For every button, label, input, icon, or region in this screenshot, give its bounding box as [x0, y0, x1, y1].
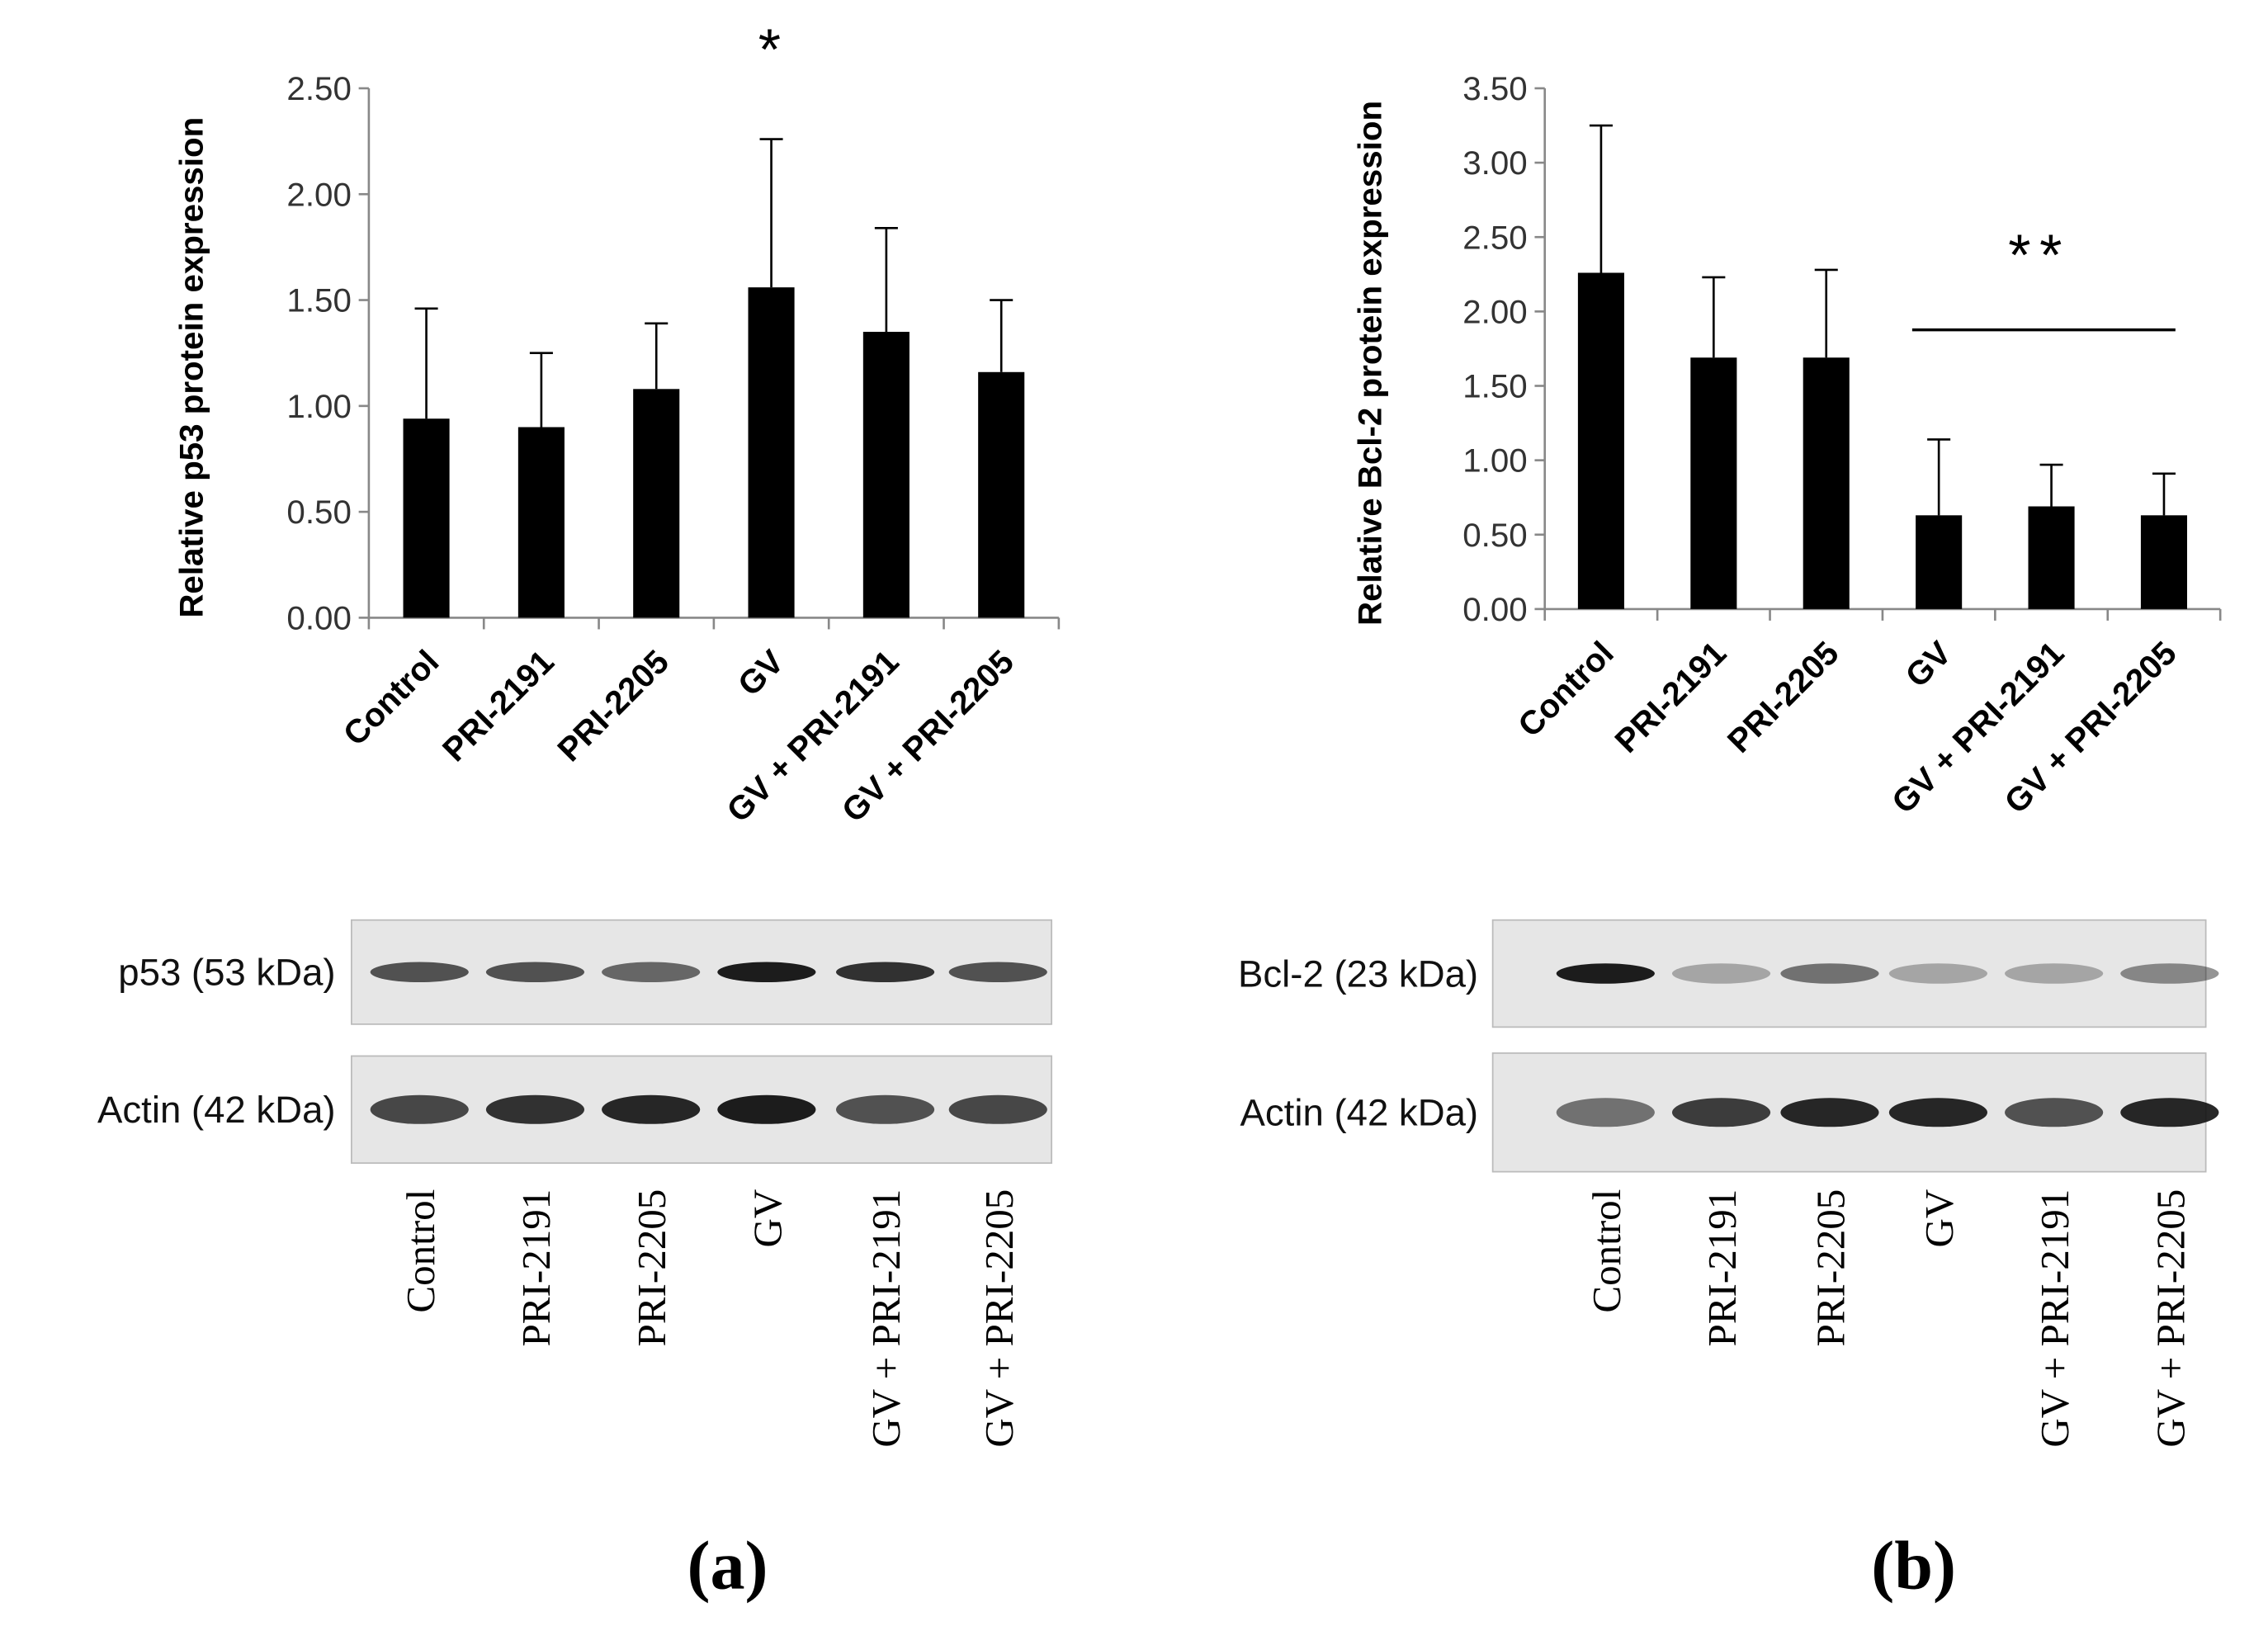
x-tick-label: GV	[1898, 634, 1959, 694]
blot-band	[1556, 963, 1655, 984]
blot-band	[1780, 963, 1879, 984]
y-tick-label: 2.00	[1462, 293, 1527, 330]
lane-label: GV	[744, 1189, 790, 1248]
blot-band	[485, 962, 585, 983]
x-tick-label: Control	[1511, 635, 1621, 744]
error-bar	[1814, 268, 1838, 358]
y-tick-label: 0.50	[1462, 517, 1527, 554]
x-tick-label: PRI-2205	[550, 643, 676, 768]
blot-band	[2005, 963, 2104, 984]
blot-band	[717, 962, 816, 983]
lane-label: GV + PRI-2191	[2032, 1189, 2077, 1448]
y-tick-label: 1.00	[286, 388, 351, 425]
error-bar	[874, 226, 898, 333]
y-tick-label: 3.50	[1462, 70, 1527, 107]
lane-label: PRI-2205	[1808, 1189, 1854, 1347]
bar	[748, 287, 795, 618]
y-axis-label: Relative p53 protein expression	[172, 117, 210, 618]
y-tick-label: 1.00	[1462, 442, 1527, 480]
blot-band	[835, 962, 935, 983]
blot-band	[602, 962, 701, 983]
lane-label: PRI-2191	[513, 1189, 559, 1347]
bar	[1916, 515, 1963, 609]
y-tick-label: 2.50	[286, 70, 351, 107]
blot-label: Bcl-2 (23 kDa)	[1238, 952, 1478, 995]
blot-band	[2120, 1098, 2219, 1127]
y-tick-label: 2.00	[286, 176, 351, 213]
bar	[1690, 357, 1737, 609]
error-bar	[529, 352, 553, 428]
x-tick-label: GV	[730, 643, 791, 703]
blot-band	[948, 1094, 1047, 1124]
y-tick-label: 0.50	[286, 494, 351, 531]
blot-band	[717, 1094, 816, 1124]
y-tick-label: 3.00	[1462, 144, 1527, 182]
error-bar	[2152, 472, 2176, 516]
annotation: *	[758, 17, 790, 82]
error-bar	[759, 138, 783, 288]
error-bar	[645, 322, 669, 390]
blot-band	[1888, 1098, 1988, 1127]
lane-label: Control	[398, 1189, 443, 1313]
blot-band	[1671, 1098, 1771, 1127]
y-axis-label: Relative Bcl-2 protein expression	[1352, 101, 1389, 626]
error-bar	[414, 307, 438, 419]
blot-band	[948, 962, 1047, 983]
lane-label: GV + PRI-2205	[976, 1189, 1022, 1448]
bar	[403, 418, 450, 618]
blot-band	[1888, 963, 1988, 984]
blot-label: Actin (42 kDa)	[97, 1089, 336, 1131]
blot-label: Actin (42 kDa)	[1240, 1092, 1479, 1134]
bar	[517, 427, 565, 618]
lane-label: Control	[1584, 1189, 1629, 1313]
y-tick-label: 1.50	[286, 282, 351, 319]
error-bar	[1589, 124, 1613, 273]
bar	[862, 332, 910, 618]
blot-band	[835, 1094, 935, 1124]
x-tick-label: Control	[336, 643, 446, 753]
blot-band	[1671, 963, 1771, 984]
lane-label: GV + PRI-2205	[2148, 1189, 2193, 1448]
x-tick-label: PRI-2191	[436, 643, 561, 768]
lane-label: PRI-2205	[629, 1189, 674, 1347]
lane-label: GV + PRI-2191	[863, 1189, 909, 1448]
error-bar	[2039, 463, 2063, 507]
panel-label: (b)	[1871, 1527, 1956, 1604]
y-tick-label: 0.00	[286, 599, 351, 636]
blot-band	[370, 1094, 469, 1124]
blot-band	[1780, 1098, 1879, 1127]
blot-label: p53 (53 kDa)	[118, 952, 335, 994]
y-tick-label: 2.50	[1462, 219, 1527, 256]
blot-band	[370, 962, 469, 983]
x-tick-label: PRI-2205	[1720, 635, 1845, 760]
error-bar	[1702, 276, 1726, 358]
error-bar	[990, 299, 1014, 372]
blot-band	[1556, 1098, 1655, 1127]
panel-label: (a)	[687, 1527, 768, 1604]
lane-label: PRI-2191	[1699, 1189, 1745, 1347]
blot-band	[2005, 1098, 2104, 1127]
x-tick-label: PRI-2191	[1608, 635, 1733, 760]
bar	[633, 389, 680, 618]
bar	[978, 371, 1025, 618]
y-tick-label: 0.00	[1462, 591, 1527, 628]
annotation: **	[2008, 223, 2071, 287]
y-tick-label: 1.50	[1462, 368, 1527, 405]
bar	[1577, 272, 1624, 609]
error-bar	[1927, 438, 1951, 516]
lane-label: GV	[1916, 1189, 1962, 1248]
bar	[2028, 506, 2075, 609]
blot-band	[485, 1094, 585, 1124]
blot-band	[602, 1094, 701, 1124]
bar	[1803, 357, 1850, 609]
bar	[2140, 515, 2188, 609]
blot-band	[2120, 963, 2219, 984]
